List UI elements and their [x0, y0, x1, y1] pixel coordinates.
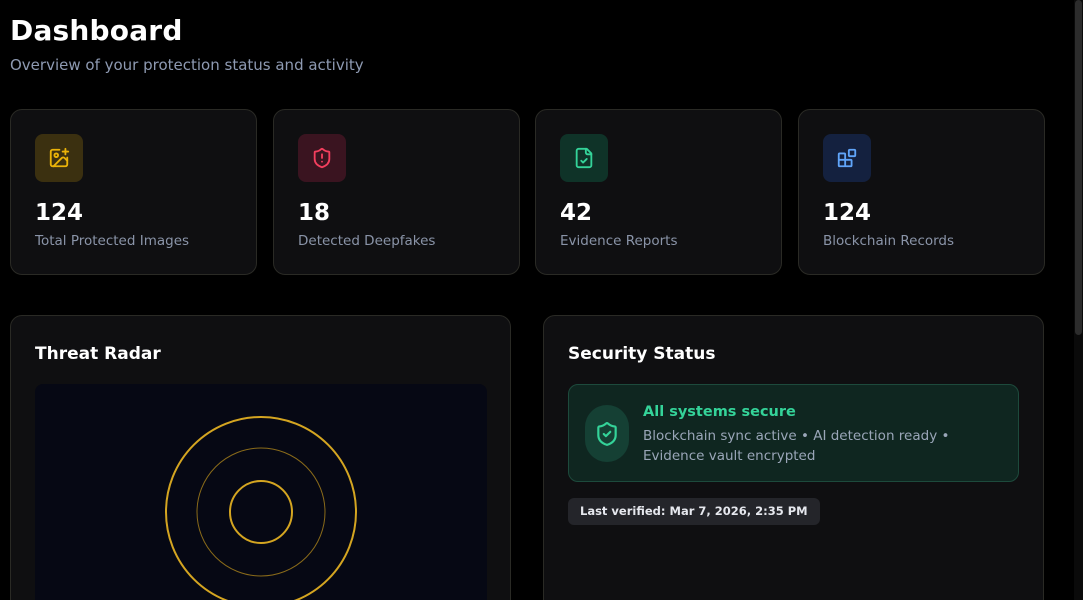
page-scrollbar[interactable] — [1074, 0, 1083, 600]
stat-label: Total Protected Images — [35, 233, 190, 249]
scrollbar-thumb[interactable] — [1075, 0, 1082, 335]
stat-card-detected-deepfakes[interactable]: 18 Detected Deepfakes — [273, 109, 520, 275]
shield-alert-icon — [298, 134, 346, 182]
stat-label: Blockchain Records — [823, 233, 955, 249]
last-verified-badge: Last verified: Mar 7, 2026, 2:35 PM — [568, 498, 820, 525]
status-alert: All systems secure Blockchain sync activ… — [568, 384, 1019, 482]
radar-ring-middle — [196, 447, 326, 577]
stat-card-evidence-reports[interactable]: 42 Evidence Reports — [535, 109, 782, 275]
shield-check-icon — [585, 405, 629, 462]
stat-label: Detected Deepfakes — [298, 233, 436, 249]
radar-display[interactable] — [35, 384, 487, 600]
stat-card-protected-images[interactable]: 124 Total Protected Images — [10, 109, 257, 275]
file-check-icon — [560, 134, 608, 182]
image-plus-icon — [35, 134, 83, 182]
status-headline: All systems secure — [643, 404, 796, 420]
radar-rings — [165, 416, 357, 600]
threat-radar-panel: Threat Radar — [10, 315, 511, 600]
stat-value: 124 — [35, 200, 84, 226]
security-status-panel: Security Status All systems secure Block… — [543, 315, 1044, 600]
stat-card-blockchain-records[interactable]: 124 Blockchain Records — [798, 109, 1045, 275]
stat-label: Evidence Reports — [560, 233, 678, 249]
page-title: Dashboard — [10, 14, 183, 47]
panel-title: Threat Radar — [35, 344, 161, 364]
page-subtitle: Overview of your protection status and a… — [10, 56, 364, 74]
blocks-icon — [823, 134, 871, 182]
radar-ring-inner — [229, 480, 293, 544]
radar-ring-outer — [165, 416, 357, 600]
stat-value: 18 — [298, 200, 331, 226]
stat-value: 42 — [560, 200, 593, 226]
panel-title: Security Status — [568, 344, 716, 364]
stat-value: 124 — [823, 200, 872, 226]
status-detail: Blockchain sync active • AI detection re… — [643, 428, 950, 464]
